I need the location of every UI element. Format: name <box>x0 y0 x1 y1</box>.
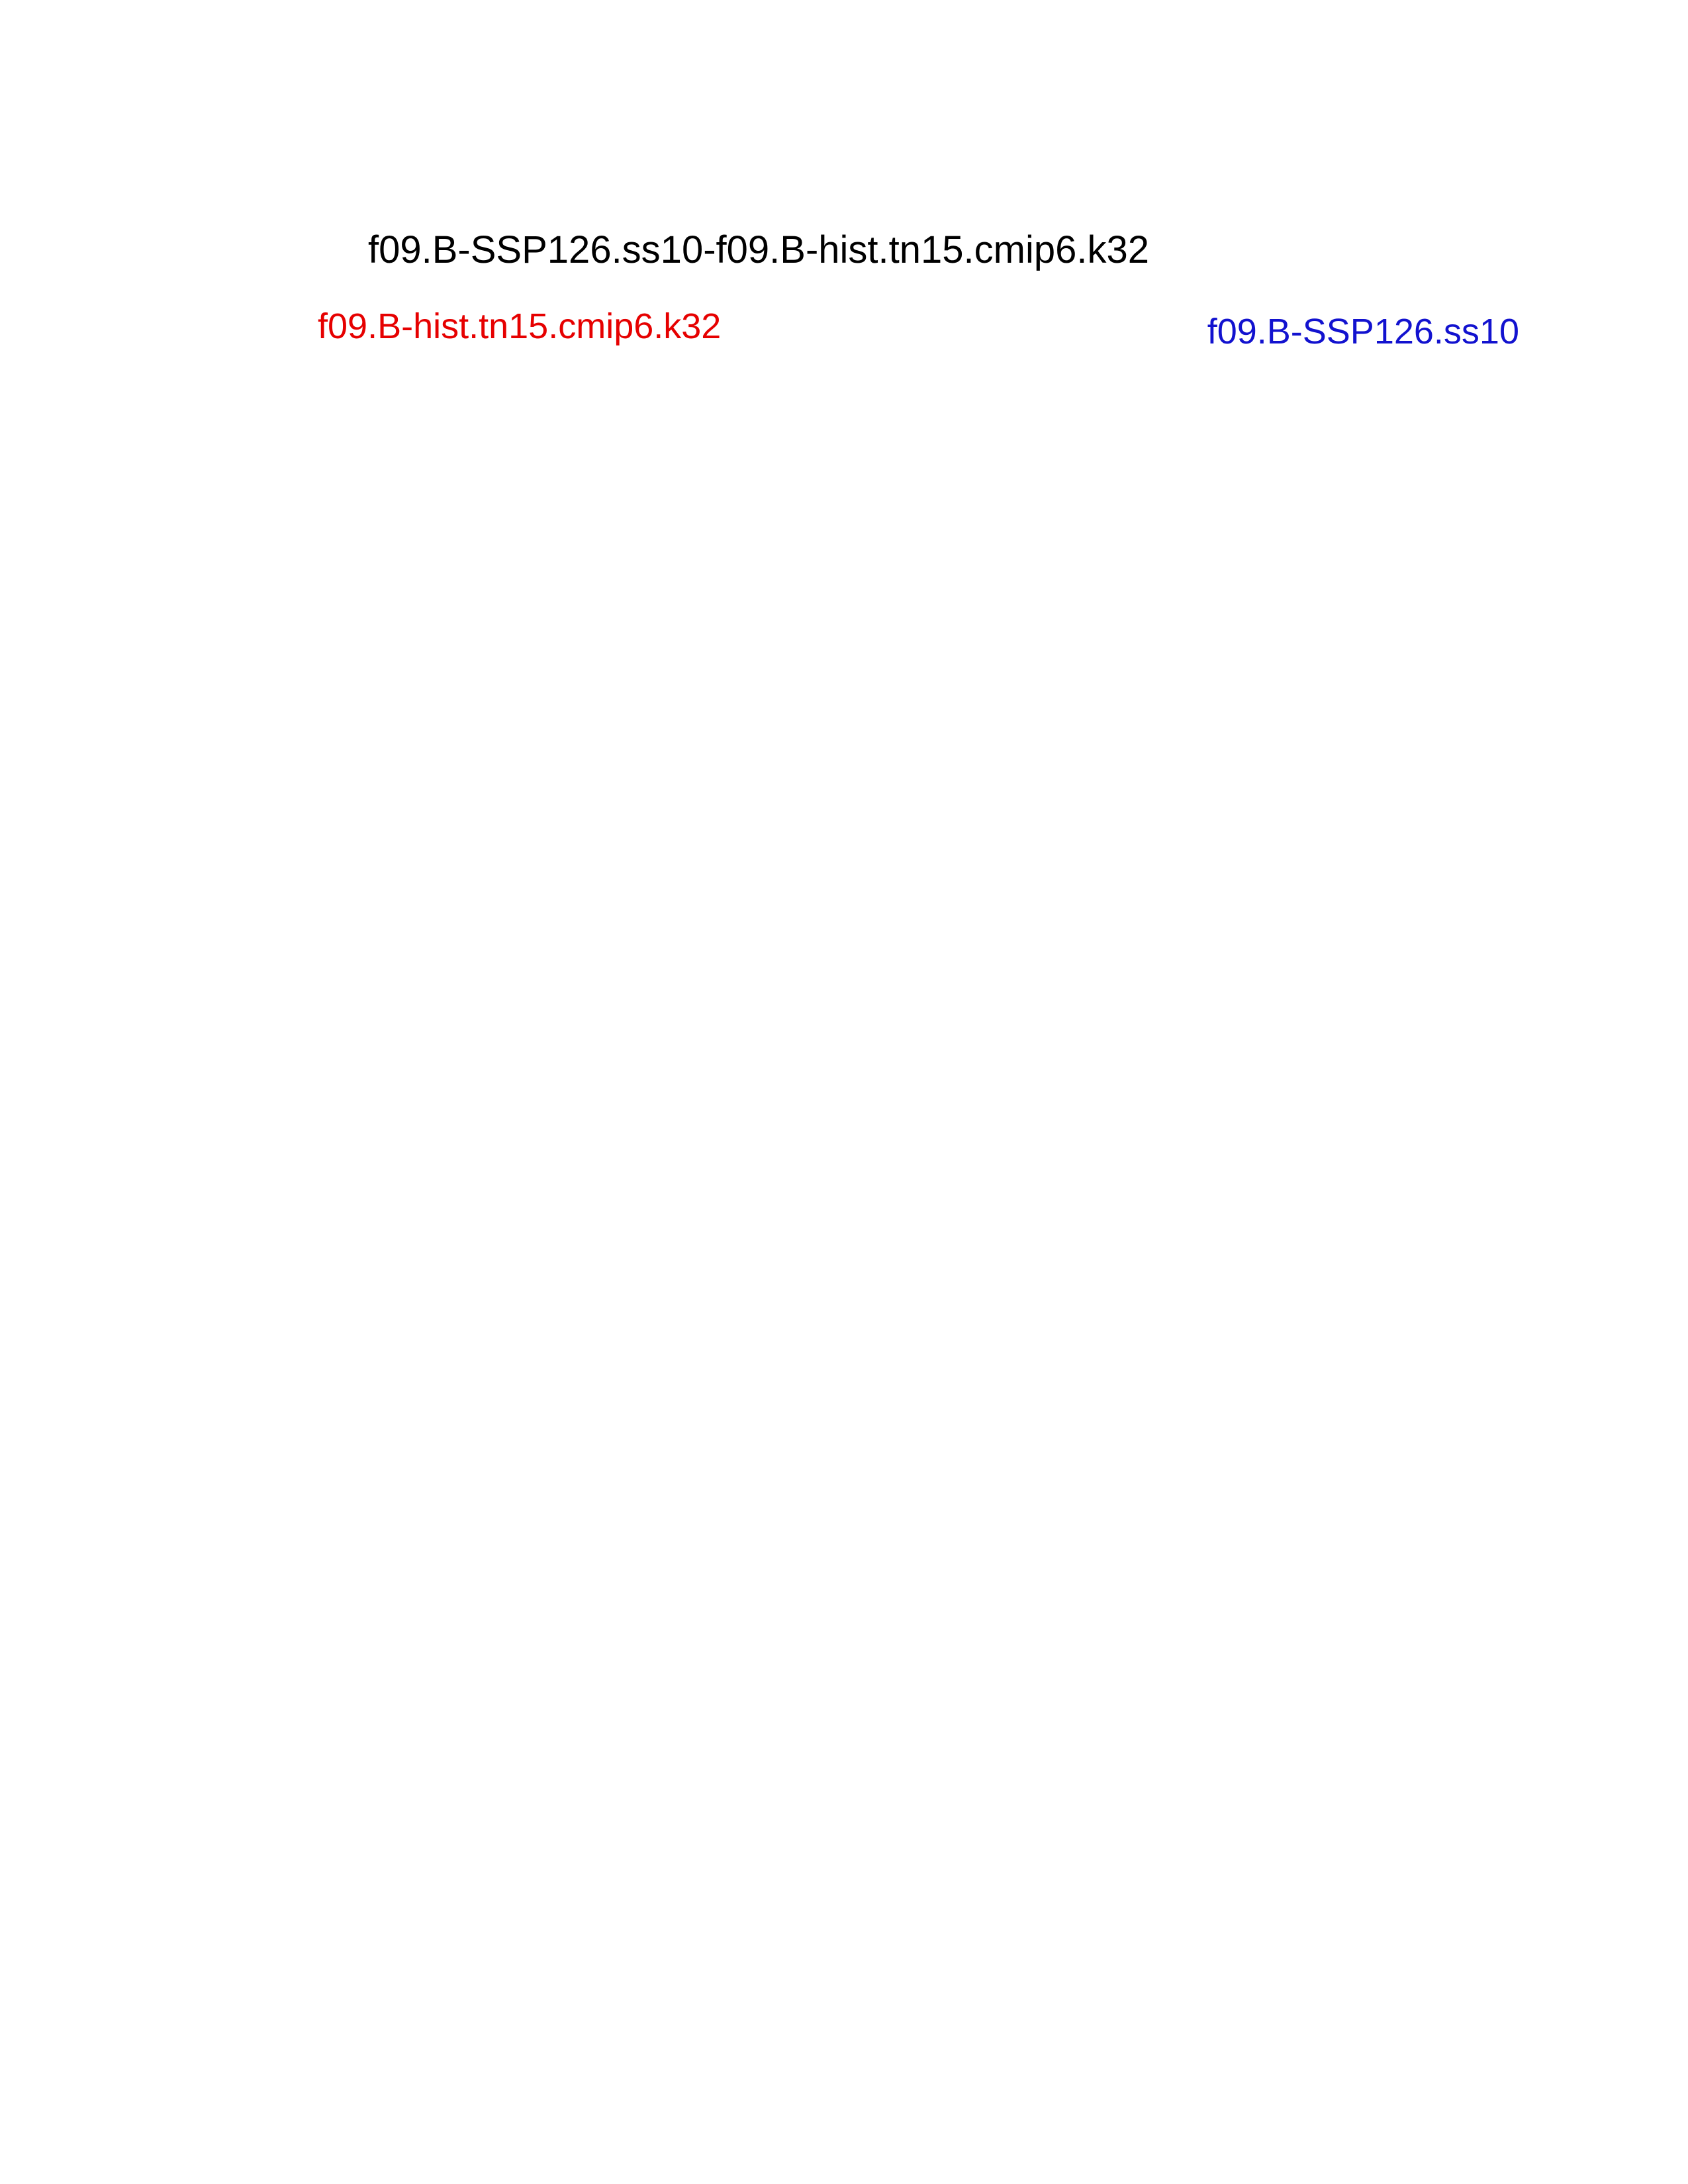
legend-label-ssp126: f09.B-SSP126.ss10 <box>1207 312 1519 351</box>
plot-title: f09.B-SSP126.ss10-f09.B-hist.tn15.cmip6.… <box>368 228 1149 271</box>
lab-ice-area-panel <box>0 1398 1688 1940</box>
legend-label-hist: f09.B-hist.tn15.cmip6.k32 <box>318 306 722 346</box>
lab-ice-volume-panel <box>0 316 1688 858</box>
lab-snow-volume-panel <box>0 860 1688 1403</box>
